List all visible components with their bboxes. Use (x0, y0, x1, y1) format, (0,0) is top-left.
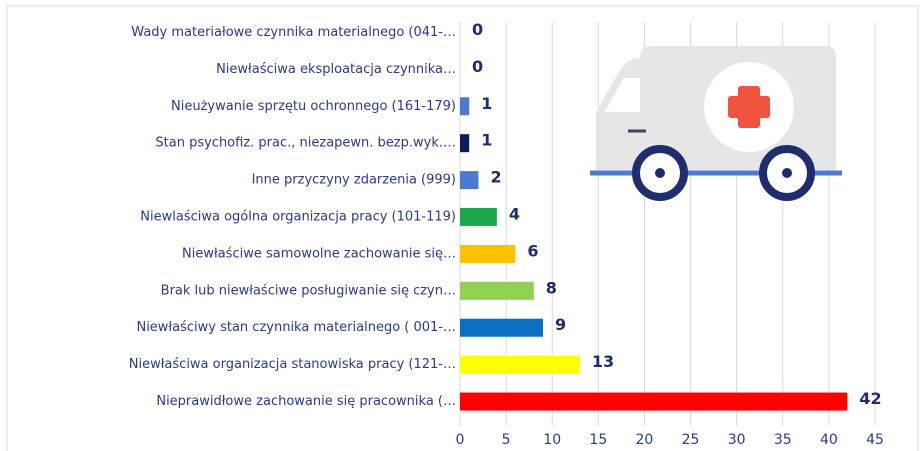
bars: Wady materiałowe czynnika materialnego (… (129, 20, 882, 411)
y-tick-label: Nieużywanie sprzętu ochronnego (161-179) (171, 99, 456, 114)
value-label: 2 (490, 168, 501, 187)
y-tick-label: Niewłaściwa eksploatacja czynnika… (216, 62, 456, 77)
bar (460, 355, 580, 374)
bar (460, 134, 470, 153)
x-tick-label: 0 (456, 432, 465, 448)
bar (460, 208, 497, 226)
x-tick-label: 15 (589, 432, 607, 448)
y-tick-label: Niewłaściwa organizacja stanowiska pracy… (129, 357, 456, 372)
x-tick-label: 40 (820, 432, 838, 448)
bar (460, 171, 479, 190)
value-label: 0 (472, 57, 483, 76)
value-label: 1 (481, 131, 492, 150)
value-label: 8 (546, 278, 557, 297)
bar (460, 281, 534, 300)
bar (460, 244, 516, 263)
y-tick-label: Brak lub niewłaściwe posługiwanie się cz… (161, 283, 456, 298)
value-label: 42 (859, 389, 881, 408)
value-label: 1 (481, 94, 492, 113)
x-tick-label: 45 (866, 432, 884, 448)
value-label: 9 (555, 315, 566, 334)
value-label: 4 (509, 205, 520, 224)
x-tick-label: 25 (682, 432, 700, 448)
value-label: 0 (472, 20, 483, 39)
x-tick-label: 10 (543, 432, 561, 448)
bar (460, 318, 543, 337)
value-label: 13 (592, 352, 614, 371)
x-tick-label: 35 (774, 432, 792, 448)
y-tick-label: Niewłaściwe samowolne zachowanie się… (182, 246, 456, 261)
value-label: 6 (527, 241, 538, 260)
y-tick-label: Inne przyczyny zdarzenia (999) (252, 173, 456, 188)
y-tick-label: Stan psychofiz. prac., niezapewn. bezp.w… (155, 136, 456, 151)
y-tick-label: Niewłaściwy stan czynnika materialnego (… (136, 320, 456, 335)
x-tick-label: 5 (502, 432, 511, 448)
x-tick-label: 20 (636, 432, 654, 448)
bar (460, 392, 848, 411)
bar (460, 97, 470, 116)
ambulance-icon (590, 46, 842, 201)
x-tick-label: 30 (728, 432, 746, 448)
y-tick-label: Wady materiałowe czynnika materialnego (… (131, 25, 456, 40)
y-tick-label: Niewlaściwa ogólna organizacja pracy (10… (140, 210, 456, 225)
y-tick-label: Nieprawidłowe zachowanie się pracownika … (156, 394, 456, 409)
